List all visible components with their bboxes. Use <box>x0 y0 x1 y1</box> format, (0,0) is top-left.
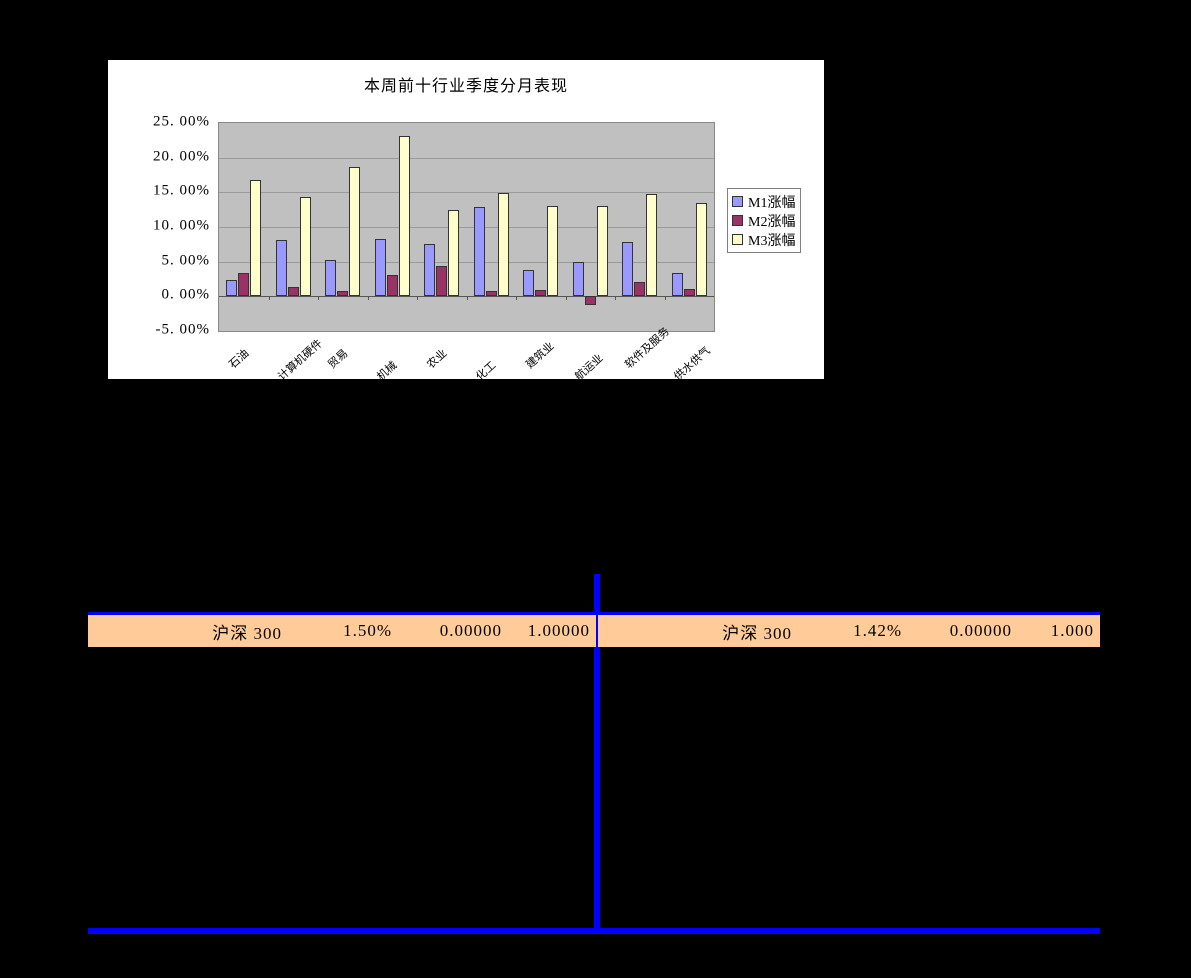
right-table-top-rule <box>598 612 1100 615</box>
x-axis-tick <box>268 296 270 301</box>
chart-panel: 本周前十行业季度分月表现 25. 00% 20. 00% 15. 00% 10. 00… <box>108 60 824 383</box>
legend-item-M2涨幅: M2涨幅 <box>732 211 795 230</box>
y-axis: 25. 00% 20. 00% 15. 00% 10. 00% 5. 00% 0. 00%… <box>108 114 214 338</box>
bar-M1涨幅-化工 <box>473 206 485 297</box>
legend-label: M1涨幅 <box>748 195 796 211</box>
legend-swatch-icon <box>732 234 743 245</box>
bar-M2涨幅-计算机硬件 <box>287 286 299 297</box>
legend-item-M1涨幅: M1涨幅 <box>732 192 795 211</box>
bar-M3涨幅-航运业 <box>596 205 608 297</box>
bar-M2涨幅-化工 <box>485 290 497 297</box>
table-cell-change: 1.50% <box>343 621 392 640</box>
y-axis-tick-label: 15. 00% <box>153 182 210 199</box>
bar-M3涨幅-机械 <box>398 136 410 297</box>
table-cell-name: 沪深 300 <box>212 623 282 643</box>
bar-M3涨幅-化工 <box>497 193 509 297</box>
x-axis-tick <box>318 296 319 301</box>
bar-M3涨幅-计算机硬件 <box>299 197 311 297</box>
table-cell-value2: 1.000 <box>1050 621 1094 640</box>
bar-M2涨幅-供水供气 <box>683 289 695 297</box>
y-axis-tick-label: -5. 00% <box>155 321 210 338</box>
table-cell-name: 沪深 300 <box>722 623 792 643</box>
bar-M2涨幅-贸易 <box>337 291 349 297</box>
bar-M1涨幅-农业 <box>424 244 436 297</box>
x-axis-tick <box>664 296 666 301</box>
x-axis-tick <box>615 296 616 301</box>
bar-M2涨幅-机械 <box>386 274 398 297</box>
table-cell-value1: 0.00000 <box>949 621 1012 640</box>
x-axis-tick <box>367 296 369 301</box>
legend-label: M3涨幅 <box>748 233 796 249</box>
table-vertical-divider <box>594 574 600 934</box>
bar-M2涨幅-农业 <box>436 265 448 297</box>
gridline <box>219 192 714 194</box>
bar-M1涨幅-供水供气 <box>671 272 683 297</box>
bar-M3涨幅-农业 <box>448 209 460 297</box>
table-row[interactable]: 沪深 300 1.42% 0.00000 1.000 <box>598 615 1100 647</box>
x-axis-tick <box>565 296 567 301</box>
bar-M3涨幅-石油 <box>250 179 262 297</box>
y-axis-tick-label: 20. 00% <box>153 148 210 165</box>
bar-M2涨幅-软件及服务 <box>634 281 646 297</box>
x-axis-tick <box>516 296 517 301</box>
bar-M3涨幅-供水供气 <box>695 202 707 297</box>
gridline <box>219 261 714 263</box>
left-table-top-rule <box>88 612 596 615</box>
table-cell-value2: 1.00000 <box>527 621 590 640</box>
table-bottom-rule <box>88 928 1100 934</box>
legend-swatch-icon <box>732 215 743 226</box>
gridline <box>219 227 714 228</box>
table-cell-value1: 0.00000 <box>439 621 502 640</box>
y-axis-tick-label: 5. 00% <box>161 252 210 269</box>
gridline <box>219 157 714 159</box>
x-axis-tick <box>417 296 418 301</box>
bar-M1涨幅-计算机硬件 <box>275 240 287 297</box>
legend-item-M3涨幅: M3涨幅 <box>732 230 795 249</box>
y-axis-tick-label: 10. 00% <box>153 217 210 234</box>
bar-M1涨幅-机械 <box>374 239 386 297</box>
legend-label: M2涨幅 <box>748 214 796 230</box>
legend-swatch-icon <box>732 196 743 207</box>
x-axis-tick <box>466 296 468 301</box>
bar-M1涨幅-石油 <box>226 280 238 297</box>
table-cell-change: 1.42% <box>853 621 902 640</box>
table-row[interactable]: 沪深 300 1.50% 0.00000 1.00000 <box>88 615 596 647</box>
bar-M3涨幅-软件及服务 <box>646 194 658 297</box>
chart-legend: M1涨幅 M2涨幅 M3涨幅 <box>727 188 802 253</box>
bar-M1涨幅-贸易 <box>325 260 337 297</box>
bar-M2涨幅-石油 <box>238 273 250 297</box>
bar-M1涨幅-航运业 <box>572 261 584 297</box>
chart-title: 本周前十行业季度分月表现 <box>363 78 568 95</box>
y-axis-tick-label: 25. 00% <box>153 113 210 130</box>
bar-M2涨幅-航运业 <box>584 296 596 306</box>
y-axis-tick-label: 0. 00% <box>161 286 210 303</box>
bar-M2涨幅-建筑业 <box>535 290 547 297</box>
bar-M1涨幅-软件及服务 <box>622 241 634 297</box>
bar-M3涨幅-贸易 <box>349 166 361 297</box>
bar-M1涨幅-建筑业 <box>523 269 535 297</box>
plot-area <box>218 122 715 332</box>
bar-M3涨幅-建筑业 <box>547 205 559 297</box>
